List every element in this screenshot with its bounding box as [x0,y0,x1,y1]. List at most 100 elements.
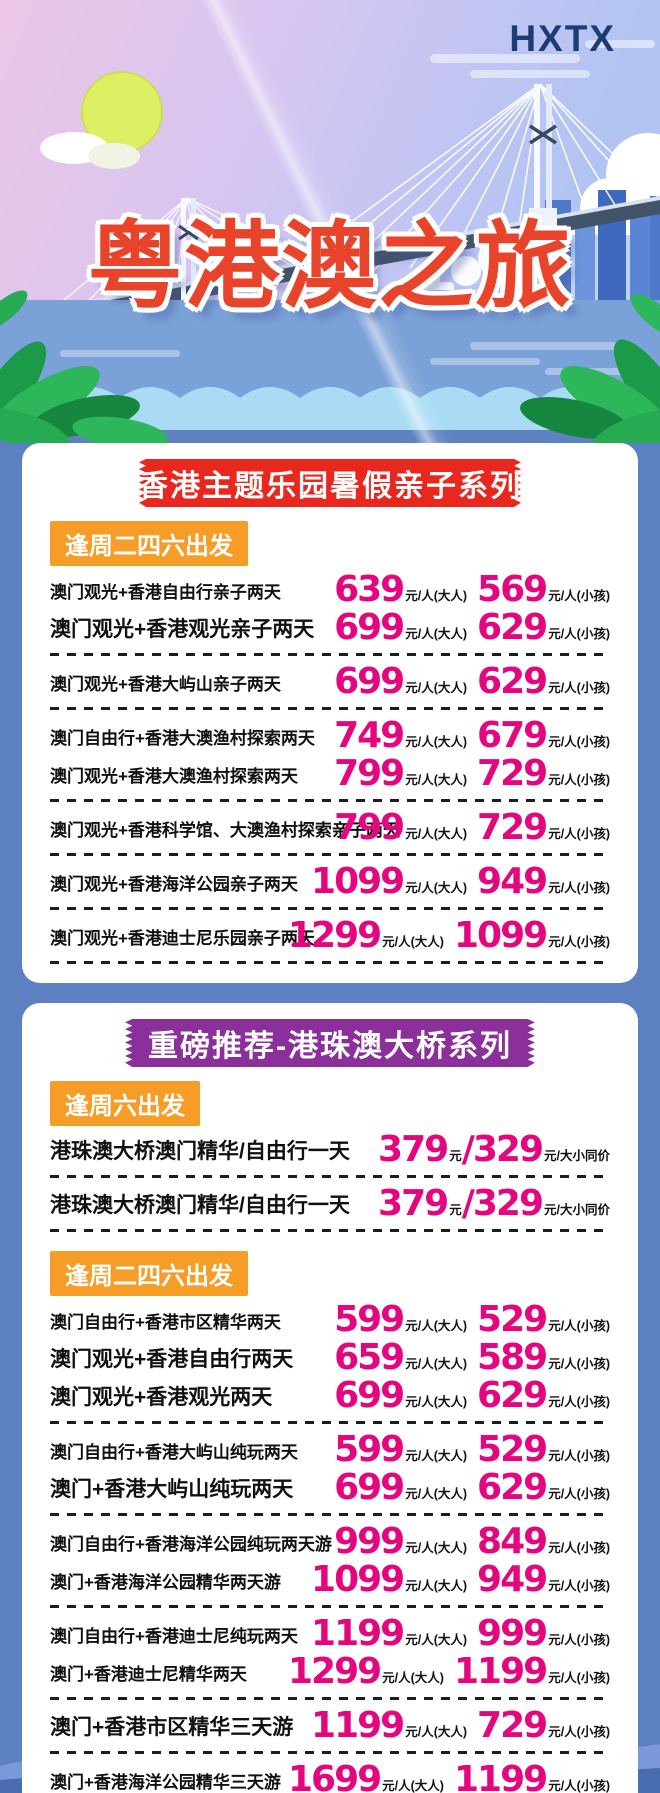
tour-name: 澳门观光+香港观光亲子两天 [50,618,315,641]
divider [50,1751,610,1754]
bridge-cables [39,83,660,321]
brand-logo: HXTX [509,18,616,59]
divider [50,1513,610,1516]
tour-prices: 699 元/人(大人) 629 元/人(小孩) [334,1375,610,1417]
adult-price: 749 [334,715,405,757]
adult-price-unit: 元/人(大人) [405,626,468,641]
divider [50,799,610,802]
adult-price: 699 [334,1375,405,1417]
tour-name: 澳门+香港海洋公园精华两天游 [50,1572,281,1592]
tour-name: 澳门观光+香港大澳渔村探索两天 [50,766,298,786]
tour-prices: 1299 元/人(大人) 1099 元/人(小孩) [287,915,610,957]
child-price: 679 [477,715,548,757]
child-price-unit: 元/人(小孩) [548,1632,610,1647]
adult-price: 1099 [311,861,405,903]
tour-row: 澳门观光+香港大澳渔村探索两天 799 元/人(大人) 729 元/人(小孩) [50,755,610,793]
section-banner-purple: 重磅推荐-港珠澳大桥系列 [125,1019,535,1067]
tour-row: 澳门观光+香港自由行亲子两天 639 元/人(大人) 569 元/人(小孩) [50,571,610,609]
tour-row: 澳门自由行+香港大澳渔村探索两天 749 元/人(大人) 679 元/人(小孩) [50,717,610,755]
adult-price: 1299 [287,915,382,957]
child-price: 729 [477,1705,548,1747]
adult-price: 639 [334,569,405,611]
departure-badge: 逢周二四六出发 [50,521,248,566]
child-price-unit: 元/人(小孩) [548,1486,610,1501]
tour-row: 港珠澳大桥澳门精华/自由行一天 379 元/329 元/大小同价 [50,1131,610,1169]
tour-name: 澳门观光+香港迪士尼乐园亲子两天 [50,928,315,948]
sun-icon [40,71,163,169]
streak-clouds [430,40,655,78]
tour-row: 澳门+香港市区精华三天游 1199 元/人(大人) 729 元/人(小孩) [50,1707,610,1745]
child-price: 729 [477,807,548,849]
tour-prices: 599 元/人(大人) 529 元/人(小孩) [334,1302,610,1337]
price-alt: /329 [461,1183,544,1225]
tour-prices: 379 元/329 元/大小同价 [378,1183,610,1225]
child-price: 949 [477,861,548,903]
tour-prices: 699 元/人(大人) 629 元/人(小孩) [334,661,610,703]
child-price: 1199 [453,1759,548,1793]
divider [50,961,610,964]
tour-name: 澳门+香港海洋公园精华三天游 [50,1772,281,1792]
tour-row: 澳门+香港大屿山纯玩两天 699 元/人(大人) 629 元/人(小孩) [50,1469,610,1507]
child-price-unit: 元/人(小孩) [548,934,610,949]
adult-price-unit: 元/人(大人) [405,1448,468,1463]
child-price-unit: 元/人(小孩) [548,1356,610,1371]
section-banner-text: 重磅推荐-港珠澳大桥系列 [148,1030,512,1063]
divider [50,1175,610,1178]
adult-price: 999 [334,1521,405,1563]
price-alt-unit: 元/大小同价 [544,1148,610,1163]
adult-price: 799 [334,807,405,849]
adult-price-unit: 元/人(大人) [405,1394,468,1409]
tour-name: 澳门自由行+香港市区精华两天 [50,1312,281,1332]
child-price: 1199 [453,1651,548,1693]
child-price: 629 [477,607,548,649]
adult-price-unit: 元/人(大人) [405,1540,468,1555]
tour-prices: 1199 元/人(大人) 999 元/人(小孩) [311,1613,610,1655]
departure-badge: 逢周二四六出发 [50,1251,248,1296]
divider [50,707,610,710]
tour-row: 港珠澳大桥澳门精华/自由行一天 379 元/329 元/大小同价 [50,1185,610,1223]
section-banner-red: 香港主题乐园暑假亲子系列 [139,459,521,507]
tour-name: 澳门自由行+香港大屿山纯玩两天 [50,1442,298,1462]
price-unit: 元 [449,1202,462,1217]
adult-price: 659 [334,1337,405,1379]
adult-price: 699 [334,661,405,703]
child-price: 569 [477,569,548,611]
child-price-unit: 元/人(小孩) [548,626,610,641]
tour-row: 澳门自由行+香港迪士尼纯玩两天 1199 元/人(大人) 999 元/人(小孩) [50,1615,610,1653]
tour-prices: 699 元/人(大人) 629 元/人(小孩) [334,1470,610,1505]
tour-name: 澳门自由行+香港迪士尼纯玩两天 [50,1626,298,1646]
tour-prices: 1699 元/人(大人) 1199 元/人(小孩) [288,1759,610,1793]
tour-row: 澳门观光+香港科学馆、大澳渔村探索亲子两天 799 元/人(大人) 729 元/人(小… [50,809,610,847]
divider [50,1229,610,1232]
adult-price-unit: 元/人(大人) [382,1778,444,1793]
tour-row: 澳门观光+香港迪士尼乐园亲子两天 1299 元/人(大人) 1099 元/人(小孩) [50,917,610,955]
hero-banner: HXTX 粤港澳之旅 [0,0,660,443]
child-price: 629 [477,661,548,703]
child-price: 999 [477,1613,548,1655]
child-price: 1099 [453,915,548,957]
child-price-unit: 元/人(小孩) [548,680,610,695]
adult-price: 1199 [311,1613,405,1655]
hero-illustration [0,40,660,443]
tour-prices: 639 元/人(大人) 569 元/人(小孩) [334,569,610,611]
child-price-unit: 元/人(小孩) [548,1778,610,1793]
adult-price-unit: 元/人(大人) [405,1486,468,1501]
adult-price-unit: 元/人(大人) [405,734,468,749]
child-price-unit: 元/人(小孩) [548,1394,610,1409]
leaves-right [520,293,660,443]
adult-price: 1099 [311,1559,405,1601]
tour-name: 澳门观光+香港大屿山亲子两天 [50,674,281,694]
divider [50,1421,610,1424]
adult-price: 1199 [311,1705,405,1747]
child-price-unit: 元/人(小孩) [548,734,610,749]
tour-name: 澳门+香港大屿山纯玩两天 [50,1478,294,1501]
adult-price-unit: 元/人(大人) [405,1578,468,1593]
tour-prices: 749 元/人(大人) 679 元/人(小孩) [334,715,610,757]
price-unit: 元 [449,1148,462,1163]
section-banner-text: 香港主题乐园暑假亲子系列 [138,470,522,503]
adult-price: 799 [334,753,405,795]
adult-price-unit: 元/人(大人) [405,880,468,895]
adult-price-unit: 元/人(大人) [405,1724,468,1739]
tour-prices: 1299 元/人(大人) 1199 元/人(小孩) [288,1651,610,1693]
tour-row: 澳门观光+香港观光两天 699 元/人(大人) 629 元/人(小孩) [50,1377,610,1415]
